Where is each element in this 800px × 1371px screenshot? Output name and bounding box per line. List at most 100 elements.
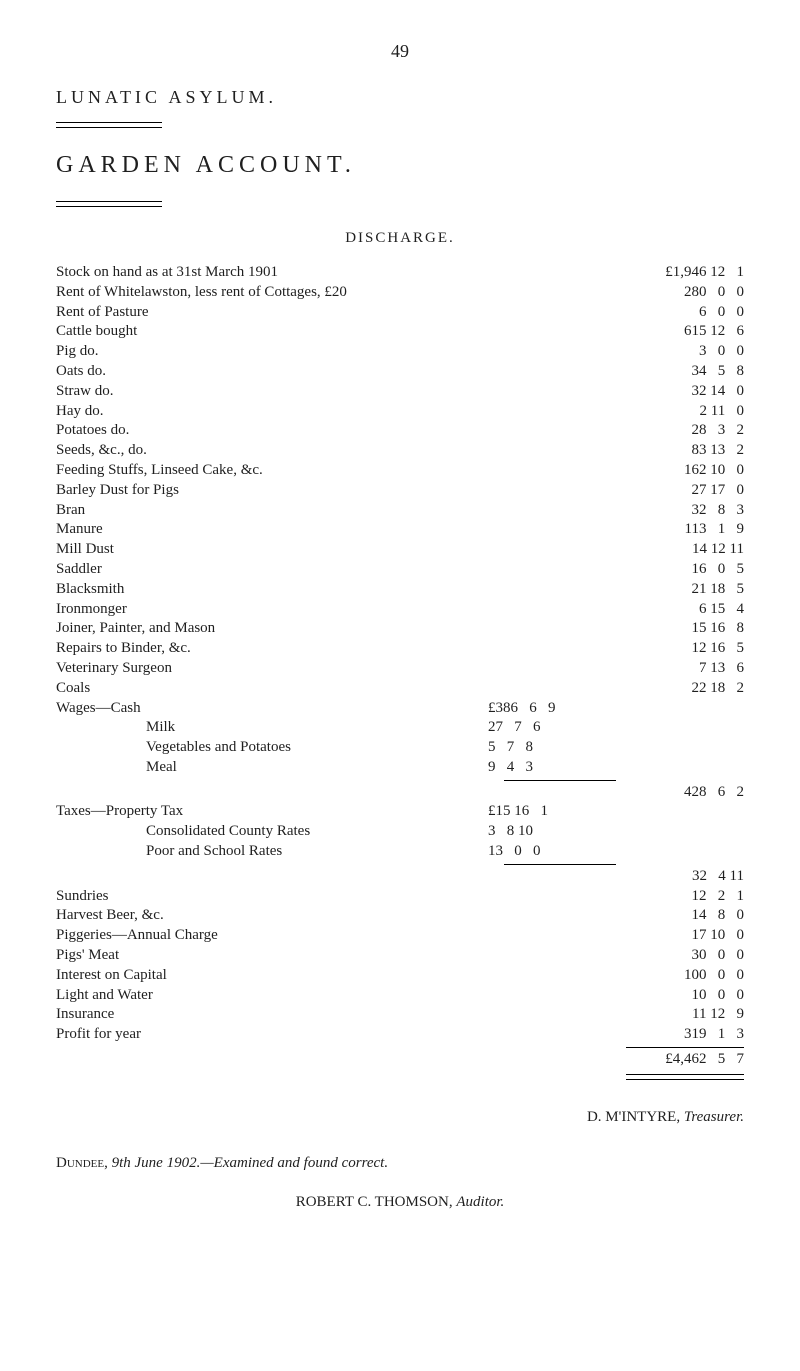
ledger-label: Barley Dust for Pigs [56,482,179,498]
ledger-amount: 83 13 2 [616,441,744,461]
ledger-label: Ironmonger [56,601,127,617]
ledger-amount: 113 1 9 [616,520,744,540]
ledger-label: Mill Dust [56,541,114,557]
ledger-label: Insurance [56,1006,114,1022]
ledger-label: Light and Water [56,987,153,1003]
rule-top [56,122,162,128]
ledger-amount: 280 0 0 [616,283,744,303]
ledger-row: Stock on hand as at 31st March 1901 £1,94… [56,263,744,283]
ledger-row: Ironmonger 6 15 4 [56,600,744,620]
ledger-row: Piggeries—Annual Charge 17 10 0 [56,926,744,946]
ledger-row: Barley Dust for Pigs 27 17 0 [56,481,744,501]
wages-meal-row: Meal 9 4 3 [56,758,744,778]
ledger-row: Feeding Stuffs, Linseed Cake, &c.162 10 … [56,461,744,481]
ledger-row: Cattle bought 615 12 6 [56,322,744,342]
ledger-label: Piggeries—Annual Charge [56,927,218,943]
ledger-amount: 10 0 0 [616,986,744,1006]
taxes-county-label: Consolidated County Rates [146,823,310,839]
signature-role: Treasurer. [684,1109,744,1125]
ledger-amount: 17 10 0 [616,926,744,946]
taxes-school-sub: 13 0 0 [488,842,616,862]
ledger-row: Harvest Beer, &c.14 8 0 [56,906,744,926]
ledger-row: Seeds, &c., do.83 13 2 [56,441,744,461]
ledger-row: Mill Dust 14 12 11 [56,540,744,560]
taxes-school-label: Poor and School Rates [146,843,282,859]
ledger-amount: 22 18 2 [616,679,744,699]
ledger-amount: 16 0 5 [616,560,744,580]
examined-line: Dundee, 9th June 1902.—Examined and foun… [56,1154,744,1174]
wages-milk-row: Milk 27 7 6 [56,718,744,738]
ledger-row: Veterinary Surgeon 7 13 6 [56,659,744,679]
ledger-row: Manure113 1 9 [56,520,744,540]
ledger-amount: 3 0 0 [616,342,744,362]
ledger-row: Hay do. 2 11 0 [56,402,744,422]
ledger-row: Coals22 18 2 [56,679,744,699]
ledger-row: Insurance11 12 9 [56,1005,744,1025]
ledger-label: Joiner, Painter, and Mason [56,620,215,636]
wages-veg-row: Vegetables and Potatoes 5 7 8 [56,738,744,758]
ledger-amount: 14 12 11 [616,540,744,560]
account-title: GARDEN ACCOUNT. [56,150,744,182]
taxes-total-row: 32 4 11 [56,867,744,887]
signature-name: D. M'INTYRE, [587,1109,680,1125]
ledger-tail: Sundries12 2 1Harvest Beer, &c.14 8 0Pig… [56,887,744,1045]
auditor-name: ROBERT C. THOMSON, [296,1194,457,1210]
signature-line: D. M'INTYRE, Treasurer. [56,1108,744,1128]
ledger-lines: Stock on hand as at 31st March 1901 £1,94… [56,263,744,699]
ledger-label: Cattle bought [56,323,137,339]
taxes-county-sub: 3 8 10 [488,822,616,842]
taxes-property-row: Taxes—Property Tax £15 16 1 [56,802,744,822]
ledger-row: Oats do. 34 5 8 [56,362,744,382]
taxes-label: Taxes—Property Tax [56,803,183,819]
ledger-label: Blacksmith [56,581,124,597]
ledger-amount: £1,946 12 1 [616,263,744,283]
ledger-label: Rent of Whitelawston, less rent of Cotta… [56,284,347,300]
ledger-label: Stock on hand as at 31st March 1901 [56,264,278,280]
wages-total-row: 428 6 2 [56,783,744,803]
ledger-row: Rent of Whitelawston, less rent of Cotta… [56,283,744,303]
ledger-label: Repairs to Binder, &c. [56,640,191,656]
ledger-label: Profit for year [56,1026,141,1042]
ledger-label: Hay do. [56,403,104,419]
ledger-amount: 100 0 0 [616,966,744,986]
ledger-amount: 15 16 8 [616,619,744,639]
ledger-row: Pig do.3 0 0 [56,342,744,362]
ledger-row: Rent of Pasture6 0 0 [56,303,744,323]
grand-total-row: £4,462 5 7 [56,1050,744,1070]
ledger-row: Repairs to Binder, &c. 12 16 5 [56,639,744,659]
ledger-row: Pigs' Meat 30 0 0 [56,946,744,966]
section-heading: DISCHARGE. [56,229,744,249]
taxes-county-row: Consolidated County Rates 3 8 10 [56,822,744,842]
asylum-heading: LUNATIC ASYLUM. [56,86,744,110]
ledger-amount: 21 18 5 [616,580,744,600]
taxes-total: 32 4 11 [616,867,744,887]
wages-veg-sub: 5 7 8 [488,738,616,758]
ledger-amount: 30 0 0 [616,946,744,966]
wages-meal-label: Meal [146,759,177,775]
ledger-amount: 32 14 0 [616,382,744,402]
ledger-amount: 162 10 0 [616,461,744,481]
ledger-amount: 14 8 0 [616,906,744,926]
ledger-amount: 7 13 6 [616,659,744,679]
ledger-amount: 6 0 0 [616,303,744,323]
ledger-amount: 2 11 0 [616,402,744,422]
ledger-label: Pigs' Meat [56,947,119,963]
ledger-amount: 34 5 8 [616,362,744,382]
ledger-label: Veterinary Surgeon [56,660,172,676]
ledger-amount: 27 17 0 [616,481,744,501]
ledger-label: Oats do. [56,363,106,379]
wages-meal-sub: 9 4 3 [488,758,616,778]
ledger-label: Potatoes do. [56,422,129,438]
ledger-row: Straw do. 32 14 0 [56,382,744,402]
ledger-label: Interest on Capital [56,967,167,983]
grand-rule-bottom [56,1070,744,1080]
ledger-amount: 6 15 4 [616,600,744,620]
ledger-label: Straw do. [56,383,114,399]
ledger-amount: 12 16 5 [616,639,744,659]
taxes-prop-sub: £15 16 1 [488,802,616,822]
ledger-label: Sundries [56,888,109,904]
auditor-role: Auditor. [456,1194,504,1210]
ledger-row: Interest on Capital 100 0 0 [56,966,744,986]
ledger-amount: 615 12 6 [616,322,744,342]
auditor-line: ROBERT C. THOMSON, Auditor. [56,1193,744,1213]
